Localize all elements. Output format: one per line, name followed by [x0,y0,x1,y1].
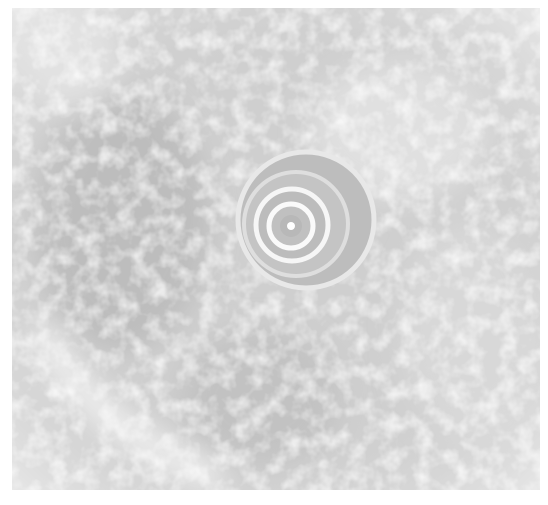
catheter-rings [235,149,377,291]
